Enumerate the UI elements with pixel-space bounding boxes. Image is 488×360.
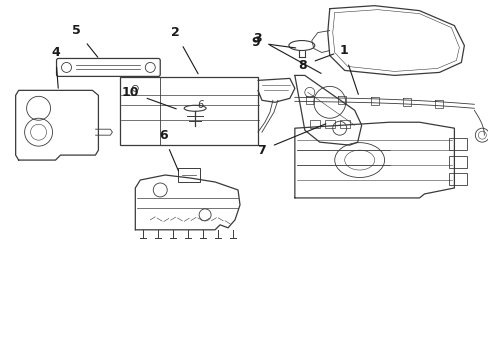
Bar bbox=[448, 173, 467, 185]
Text: 10: 10 bbox=[122, 86, 176, 109]
Bar bbox=[309, 120, 319, 128]
Text: 2: 2 bbox=[170, 26, 198, 74]
Text: 6: 6 bbox=[197, 100, 203, 110]
Bar bbox=[339, 120, 349, 128]
Bar bbox=[448, 138, 467, 150]
Bar bbox=[178, 168, 200, 182]
Text: 7: 7 bbox=[257, 124, 325, 157]
Text: 5: 5 bbox=[72, 24, 98, 57]
Bar bbox=[324, 120, 334, 128]
Text: 9: 9 bbox=[251, 36, 295, 49]
Text: 4: 4 bbox=[51, 46, 60, 88]
Bar bbox=[120, 77, 258, 145]
Text: 8: 8 bbox=[298, 54, 333, 72]
Text: 6: 6 bbox=[159, 129, 178, 171]
Text: 3: 3 bbox=[253, 32, 321, 73]
Text: 1: 1 bbox=[339, 44, 358, 94]
Bar bbox=[448, 156, 467, 168]
